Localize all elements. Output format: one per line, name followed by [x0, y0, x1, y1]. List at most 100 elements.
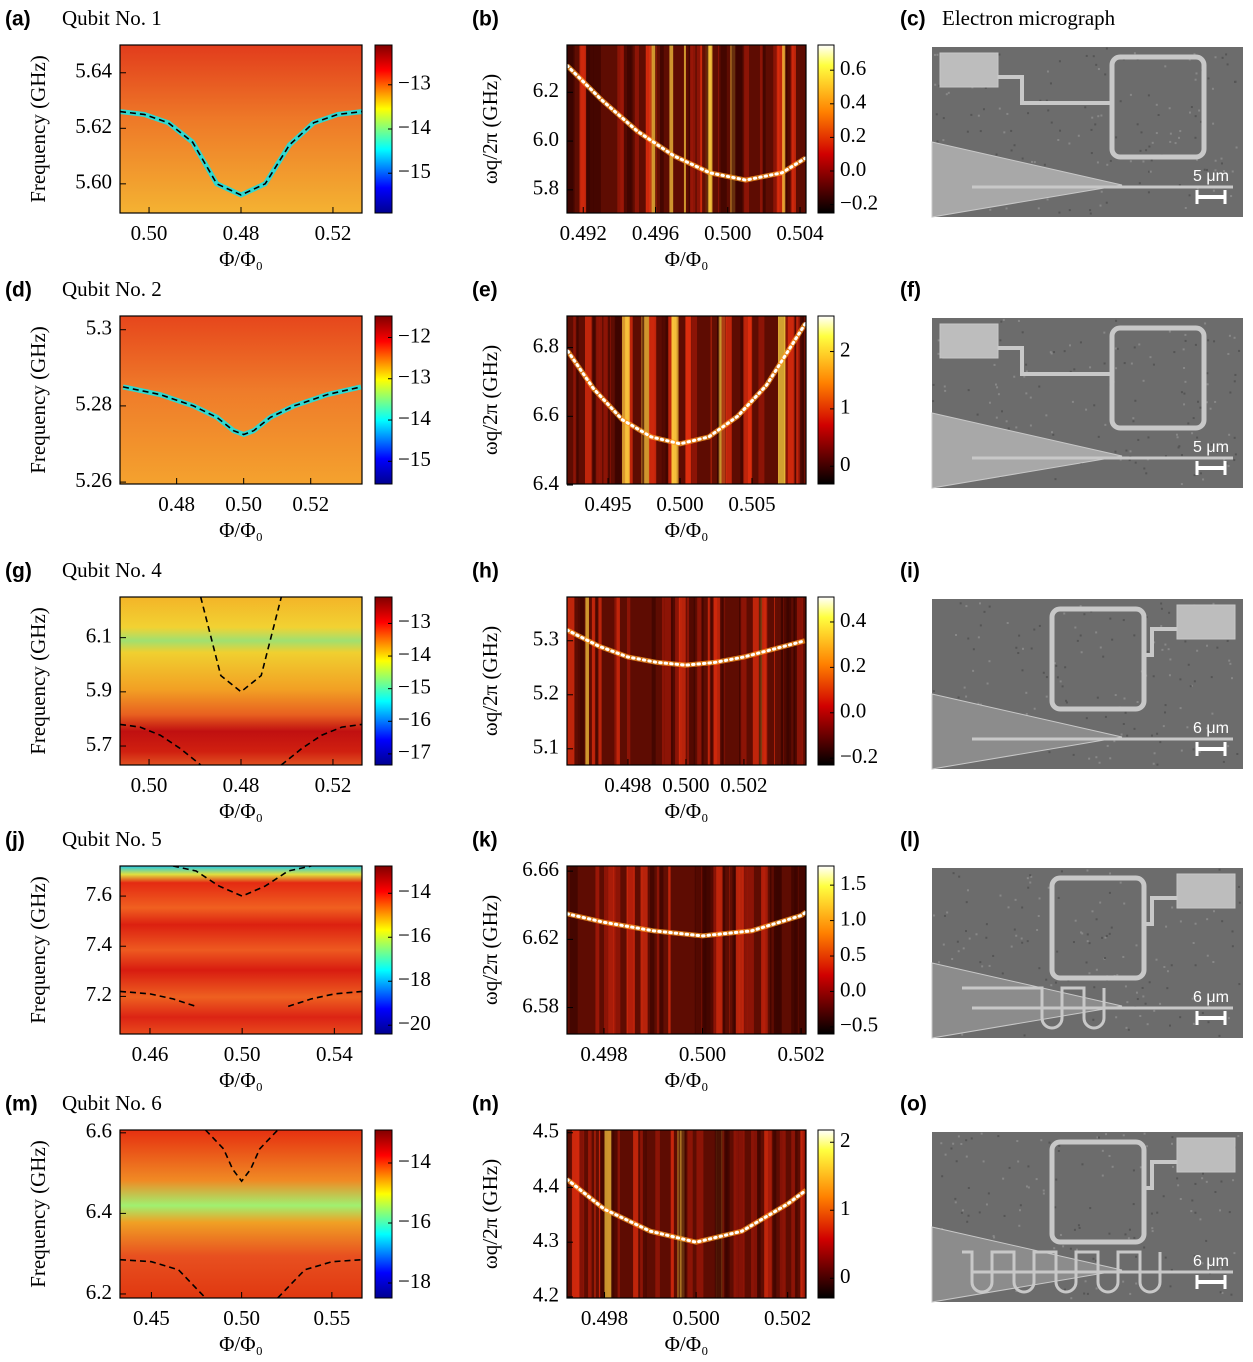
- noise: [1045, 978, 1048, 981]
- heatmap-stripe: [794, 1130, 798, 1298]
- noise: [1166, 970, 1169, 973]
- colorbar-tick-label: −0.2: [840, 744, 878, 768]
- noise: [1105, 1133, 1108, 1136]
- x-tick-label: 0.52: [315, 773, 352, 797]
- panel-title: Qubit No. 1: [62, 6, 162, 30]
- noise: [1190, 1210, 1193, 1213]
- noise: [1155, 958, 1158, 961]
- heatmap-stripe: [633, 1130, 639, 1298]
- noise: [1076, 639, 1079, 642]
- noise: [1236, 753, 1239, 756]
- noise: [1015, 646, 1018, 649]
- noise: [1170, 1268, 1173, 1271]
- noise: [1227, 352, 1230, 355]
- heatmap: [567, 316, 806, 484]
- noise: [1125, 1026, 1128, 1029]
- noise: [1205, 401, 1208, 404]
- noise: [964, 930, 967, 933]
- noise: [1213, 340, 1216, 343]
- noise: [977, 114, 980, 117]
- noise: [1124, 1233, 1127, 1236]
- noise: [1025, 370, 1028, 373]
- heatmap-field: [567, 597, 806, 765]
- noise: [1000, 410, 1003, 413]
- colorbar-tick-label: 2: [840, 337, 851, 361]
- noise: [1026, 877, 1029, 880]
- noise: [1153, 1009, 1156, 1012]
- noise: [1097, 115, 1100, 118]
- colorbar-tick-label: 0: [840, 1264, 851, 1288]
- x-axis-label: Φ/Φ₀: [665, 799, 709, 823]
- noise: [1081, 932, 1084, 935]
- noise: [1231, 930, 1234, 933]
- scale-bar-label: 5 μm: [1193, 439, 1229, 456]
- noise: [1142, 379, 1145, 382]
- noise: [1108, 932, 1111, 935]
- noise: [1057, 1150, 1060, 1153]
- noise: [1037, 207, 1040, 210]
- colorbar-tick-label: −14: [398, 406, 431, 430]
- noise: [1193, 1254, 1196, 1257]
- noise: [1138, 343, 1141, 346]
- noise: [1183, 392, 1186, 395]
- noise: [1178, 445, 1181, 448]
- noise: [1042, 671, 1045, 674]
- noise: [1114, 347, 1117, 350]
- heatmap-stripe: [596, 866, 600, 1034]
- noise: [1221, 920, 1224, 923]
- noise: [1010, 149, 1013, 152]
- noise: [1081, 1163, 1084, 1166]
- heatmap-stripe: [668, 316, 675, 484]
- noise: [1042, 1189, 1045, 1192]
- heatmap-stripe: [670, 597, 676, 765]
- noise: [1053, 1247, 1056, 1250]
- heatmap-stripe: [597, 597, 602, 765]
- meander: [962, 986, 1106, 1030]
- noise: [1023, 1034, 1026, 1037]
- noise: [1045, 695, 1048, 698]
- colorbar-tick-label: 0.6: [840, 56, 866, 80]
- heatmap-stripe: [585, 45, 594, 213]
- noise: [1116, 347, 1119, 350]
- y-tick-label: 5.1: [533, 735, 559, 759]
- noise: [1105, 934, 1108, 937]
- noise: [982, 1160, 985, 1163]
- noise: [1179, 1016, 1182, 1019]
- heatmap-stripe: [575, 316, 579, 484]
- noise: [1000, 320, 1003, 323]
- panel-label: (j): [5, 829, 25, 852]
- noise: [1171, 1142, 1174, 1145]
- noise: [1191, 1199, 1194, 1202]
- noise: [1063, 350, 1066, 353]
- noise: [1038, 897, 1041, 900]
- x-tick-label: 0.50: [225, 492, 262, 516]
- heatmap-stripe: [685, 316, 691, 484]
- heatmap-stripe: [697, 597, 702, 765]
- noise: [1188, 194, 1191, 197]
- noise: [1219, 1267, 1222, 1270]
- noise: [1097, 435, 1100, 438]
- heatmap-stripe: [592, 316, 596, 484]
- noise: [999, 894, 1002, 897]
- heatmap-stripe: [794, 866, 799, 1034]
- y-tick-label: 6.66: [522, 857, 559, 881]
- noise: [1088, 942, 1091, 945]
- noise: [1063, 612, 1066, 615]
- heatmap-stripe: [758, 597, 762, 765]
- noise: [1055, 664, 1058, 667]
- noise: [993, 1236, 996, 1239]
- noise: [937, 339, 940, 342]
- noise: [965, 901, 968, 904]
- heatmap-stripe: [732, 866, 739, 1034]
- noise: [1016, 1140, 1019, 1143]
- noise: [1233, 436, 1236, 439]
- noise: [1225, 462, 1228, 465]
- y-axis-label: ωq/2π (GHz): [478, 74, 502, 184]
- noise: [1106, 163, 1109, 166]
- colorbar-tick-label: −15: [398, 159, 431, 183]
- heatmap-stripe: [783, 597, 792, 765]
- noise: [1156, 1211, 1159, 1214]
- colorbar-tick-label: 1.5: [840, 871, 866, 895]
- noise: [1096, 696, 1099, 699]
- heatmap-stripe: [795, 316, 802, 484]
